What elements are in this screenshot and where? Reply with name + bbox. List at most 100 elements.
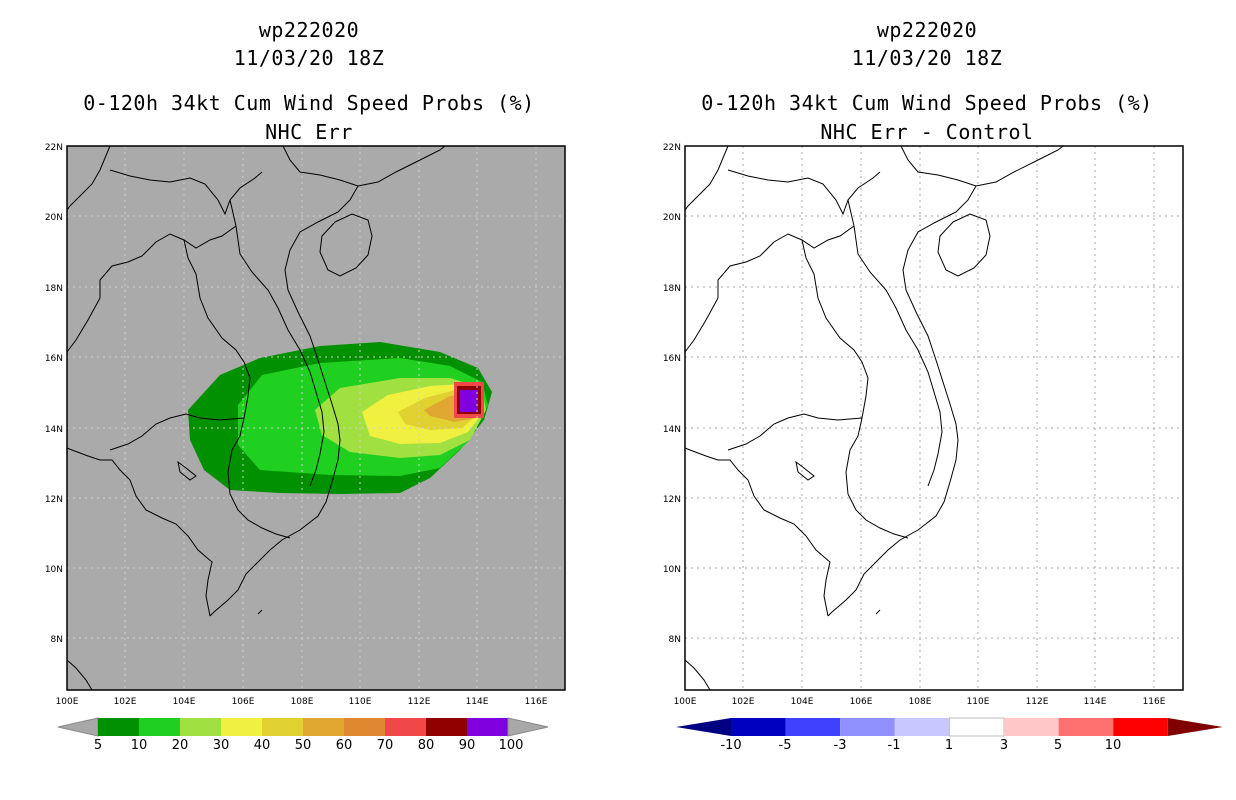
- colorbar-swatch: [467, 718, 508, 736]
- colorbar-swatch: [98, 718, 139, 736]
- lon-label: 104E: [791, 697, 814, 707]
- left-subtitle: NHC Err: [265, 120, 353, 144]
- colorbar-swatch: [948, 717, 1005, 737]
- right-coastlines: [684, 145, 1064, 691]
- lat-label: 14N: [45, 425, 63, 435]
- colorbar-label: -1: [888, 738, 901, 753]
- colorbar-arrow-right: [1167, 718, 1223, 736]
- right-lat-axis: 22N 20N 18N 16N 14N 12N 10N 8N: [663, 143, 681, 645]
- colorbar-label: 30: [213, 738, 230, 753]
- lon-label: 114E: [1084, 697, 1107, 707]
- colorbar-swatch: [840, 718, 895, 736]
- prob-90-region: [460, 390, 478, 412]
- left-panel: wp222020 11/03/20 18Z 0-120h 34kt Cum Wi…: [45, 18, 566, 753]
- left-datetime: 11/03/20 18Z: [233, 46, 385, 70]
- lat-label: 14N: [663, 425, 681, 435]
- lon-label: 102E: [114, 697, 137, 707]
- right-colorbar-labels: -10 -5 -3 -1 1 3 5 10: [720, 738, 1121, 753]
- colorbar-swatch: [894, 718, 950, 736]
- colorbar-swatch: [303, 718, 344, 736]
- lat-label: 12N: [45, 495, 63, 505]
- left-probability-contours: [188, 342, 492, 494]
- left-lon-axis: 100E 102E 104E 106E 108E 110E 112E 114E …: [56, 697, 548, 707]
- colorbar-label: 40: [254, 738, 271, 753]
- colorbar-swatch: [1004, 718, 1059, 736]
- right-datetime: 11/03/20 18Z: [851, 46, 1003, 70]
- lat-label: 10N: [663, 565, 681, 575]
- right-lon-axis: 100E 102E 104E 106E 108E 110E 112E 114E …: [674, 697, 1166, 707]
- right-colorbar: [676, 717, 1223, 737]
- colorbar-label: 1: [945, 738, 953, 753]
- lat-label: 10N: [45, 565, 63, 575]
- colorbar-label: 50: [295, 738, 312, 753]
- lat-label: 16N: [45, 354, 63, 364]
- right-subtitle: NHC Err - Control: [820, 120, 1034, 144]
- lat-label: 20N: [45, 213, 63, 223]
- lon-label: 112E: [408, 697, 431, 707]
- left-storm-id: wp222020: [258, 18, 360, 42]
- lat-label: 12N: [663, 495, 681, 505]
- colorbar-swatch: [262, 718, 303, 736]
- left-colorbar-labels: 5 10 20 30 40 50 60 70 80 90 100: [94, 738, 524, 753]
- right-map: 22N 20N 18N 16N 14N 12N 10N 8N 100E 102E…: [663, 143, 1223, 753]
- lat-label: 22N: [663, 143, 681, 153]
- colorbar-label: 100: [499, 738, 524, 753]
- left-map: 22N 20N 18N 16N 14N 12N 10N 8N 100E 102E…: [45, 143, 566, 753]
- colorbar-arrow-left: [57, 717, 99, 737]
- lon-label: 100E: [674, 697, 697, 707]
- right-map-frame: [684, 145, 1184, 691]
- lon-label: 108E: [291, 697, 314, 707]
- lat-label: 8N: [51, 635, 63, 645]
- colorbar-swatch: [426, 718, 467, 736]
- colorbar-label: 60: [336, 738, 353, 753]
- colorbar-swatch: [180, 718, 221, 736]
- colorbar-swatch: [344, 718, 385, 736]
- left-colorbar: [57, 717, 549, 737]
- right-panel: wp222020 11/03/20 18Z 0-120h 34kt Cum Wi…: [618, 0, 1236, 800]
- lat-label: 22N: [45, 143, 63, 153]
- colorbar-label: 70: [377, 738, 394, 753]
- left-lat-axis: 22N 20N 18N 16N 14N 12N 10N 8N: [45, 143, 63, 645]
- colorbar-label: 10: [131, 738, 148, 753]
- lon-label: 116E: [525, 697, 548, 707]
- colorbar-swatch: [1113, 718, 1168, 736]
- lon-label: 108E: [909, 697, 932, 707]
- lat-label: 18N: [45, 284, 63, 294]
- colorbar-label: 10: [1105, 738, 1122, 753]
- colorbar-swatch: [139, 718, 180, 736]
- colorbar-label: 80: [418, 738, 435, 753]
- colorbar-arrow-left: [676, 718, 731, 736]
- lon-label: 100E: [56, 697, 79, 707]
- lon-label: 116E: [1143, 697, 1166, 707]
- lon-label: 114E: [466, 697, 489, 707]
- lon-label: 106E: [850, 697, 873, 707]
- left-product-title: 0-120h 34kt Cum Wind Speed Probs (%): [83, 91, 535, 115]
- lon-label: 106E: [232, 697, 255, 707]
- lon-label: 110E: [967, 697, 990, 707]
- colorbar-swatch: [221, 718, 262, 736]
- right-map-background: [685, 146, 1183, 690]
- lat-label: 20N: [663, 213, 681, 223]
- lat-label: 16N: [663, 354, 681, 364]
- left-gridlines: [67, 146, 565, 690]
- colorbar-label: 5: [94, 738, 102, 753]
- left-borders: [66, 145, 325, 539]
- colorbar-label: -3: [834, 738, 847, 753]
- lon-label: 104E: [173, 697, 196, 707]
- colorbar-swatch: [731, 718, 786, 736]
- lon-label: 110E: [349, 697, 372, 707]
- colorbar-label: -10: [720, 738, 741, 753]
- colorbar-swatch: [785, 718, 841, 736]
- colorbar-label: 5: [1054, 738, 1062, 753]
- left-coastlines: [66, 145, 446, 691]
- lon-label: 102E: [732, 697, 755, 707]
- colorbar-swatch: [1058, 718, 1114, 736]
- left-map-frame: [66, 145, 566, 691]
- lat-label: 18N: [663, 284, 681, 294]
- colorbar-swatch: [385, 718, 426, 736]
- colorbar-arrow-right: [507, 717, 549, 737]
- colorbar-label: 20: [172, 738, 189, 753]
- right-product-title: 0-120h 34kt Cum Wind Speed Probs (%): [701, 91, 1153, 115]
- colorbar-label: 90: [459, 738, 476, 753]
- lat-label: 8N: [669, 635, 681, 645]
